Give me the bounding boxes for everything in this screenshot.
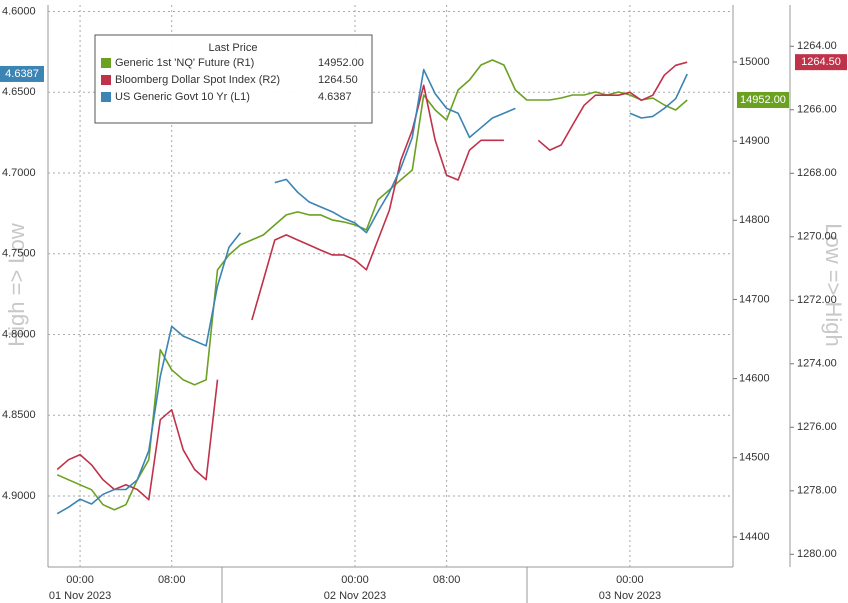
y-tick-label: 4.6500 [2,86,36,98]
y-tick-label: 4.7500 [2,248,36,260]
y2-tick-label: 14400 [739,531,770,543]
y2-tick-label: 14800 [739,214,770,226]
y-tick-label: 4.8000 [2,328,36,340]
y3-tick-label: 1278.00 [797,485,837,497]
x-date-label: 01 Nov 2023 [49,590,111,602]
y2-tick-label: 14900 [739,135,770,147]
series-line [56,59,688,511]
legend-swatch [101,75,111,85]
x-tick-label: 08:00 [158,574,186,586]
legend-value: 1264.50 [318,74,358,86]
y2-tick-label: 14700 [739,293,770,305]
y3-tick-label: 1272.00 [797,294,837,306]
plot-lines [56,59,688,515]
axes: 4.6000 4.6500 4.7000 4.7500 4.8000 4.8500 4.90… [0,5,847,602]
x-tick-label: 00:00 [616,574,644,586]
legend-swatch [101,92,111,102]
y3-tick-label: 1268.00 [797,167,837,179]
legend-value: 14952.00 [318,57,364,69]
x-tick-label: 08:00 [433,574,461,586]
legend: Last Price Generic 1st 'NQ' Future (R1) 1… [94,34,373,124]
x-tick-label: 00:00 [66,574,94,586]
y-tick-label: 4.7000 [2,167,36,179]
last-value-badge [737,91,789,108]
legend-box [94,34,373,124]
y2-tick-label: 14500 [739,452,770,464]
legend-value: 4.6387 [318,91,352,103]
x-date-label: 03 Nov 2023 [599,590,661,602]
legend-swatch [101,58,111,68]
legend-label: Generic 1st 'NQ' Future (R1) [115,57,254,69]
x-tick-label: 00:00 [341,574,369,586]
y3-tick-label: 1280.00 [797,548,837,560]
series-line [274,68,516,234]
series-line [56,232,242,515]
legend-title: Last Price [209,42,258,54]
last-value-badge [0,65,44,82]
last-value-label: 4.6387 [5,68,39,80]
y-tick-label: 4.6000 [2,5,36,17]
y3-axis-title: Low => High [821,223,846,347]
y2-tick-label: 15000 [739,56,770,68]
y2-tick-label: 14600 [739,373,770,385]
series-line [56,379,219,501]
series-line [629,73,688,119]
y3-tick-label: 1276.00 [797,421,837,433]
y-axis-title: High => Low [4,223,29,347]
y3-tick-label: 1266.00 [797,104,837,116]
legend-label: US Generic Govt 10 Yr (L1) [115,91,250,103]
y3-tick-label: 1274.00 [797,358,837,370]
y-tick-label: 4.9000 [2,490,36,502]
x-date-label: 02 Nov 2023 [324,590,386,602]
last-value-label: 14952.00 [740,94,786,106]
series-line [537,61,688,151]
y-tick-label: 4.8500 [2,409,36,421]
y3-tick-label: 1264.00 [797,40,837,52]
y3-tick-label: 1270.00 [797,231,837,243]
last-value-label: 1264.50 [801,56,841,68]
legend-label: Bloomberg Dollar Spot Index (R2) [115,74,280,86]
last-value-badge [795,54,847,71]
series-line [251,84,504,321]
